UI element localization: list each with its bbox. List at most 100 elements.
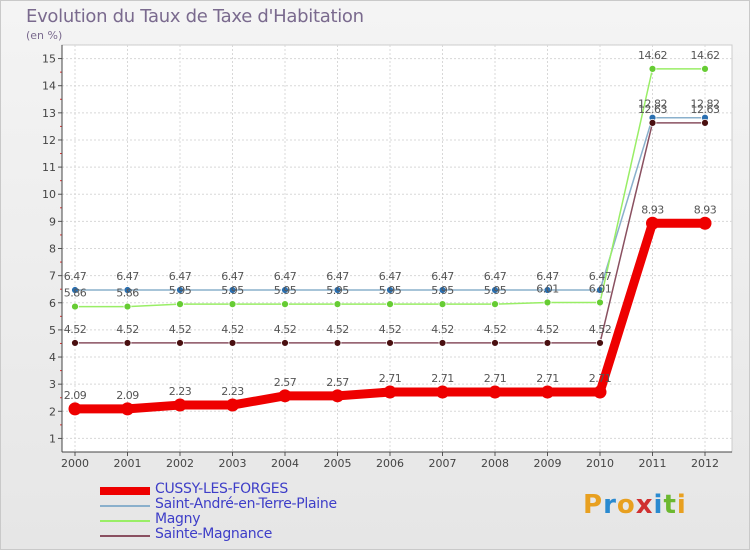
- data-label: 4.52: [484, 323, 507, 336]
- data-label: 6.47: [64, 270, 87, 283]
- data-point: [71, 286, 79, 294]
- data-label: 4.52: [379, 323, 402, 336]
- data-point: [68, 402, 82, 416]
- data-label: 5.95: [379, 284, 402, 297]
- y-tick-label: 8: [49, 243, 56, 256]
- x-tick-label: 2012: [691, 457, 719, 470]
- data-label: 4.52: [326, 323, 349, 336]
- data-label: 14.62: [691, 49, 720, 62]
- data-label: 6.47: [379, 270, 402, 283]
- data-point: [176, 286, 184, 294]
- y-tick-label: 1: [49, 432, 56, 445]
- x-tick-label: 2011: [639, 457, 667, 470]
- data-point: [281, 286, 289, 294]
- logo-letter: i: [653, 490, 664, 520]
- data-point: [543, 298, 552, 307]
- data-label: 4.52: [536, 323, 559, 336]
- data-label: 2.23: [221, 385, 244, 398]
- y-axis-unit-label: (en %): [26, 29, 63, 42]
- data-point: [176, 339, 184, 347]
- logo-letter: x: [635, 490, 654, 520]
- data-point: [438, 300, 447, 309]
- data-point: [386, 300, 394, 309]
- data-point: [543, 286, 552, 294]
- data-label: 6.47: [484, 270, 507, 283]
- y-tick-label: 10: [42, 188, 56, 201]
- x-tick-label: 2010: [586, 457, 614, 470]
- logo-letter: t: [663, 490, 677, 520]
- data-point: [228, 300, 237, 309]
- data-label: 6.47: [431, 270, 454, 283]
- data-label: 2.57: [274, 376, 297, 389]
- data-point: [278, 389, 292, 403]
- data-label: 4.52: [169, 323, 192, 336]
- data-label: 4.52: [64, 323, 87, 336]
- data-point: [386, 286, 394, 294]
- data-point: [701, 118, 709, 127]
- y-tick-label: 7: [49, 270, 56, 283]
- y-tick-label: 11: [42, 161, 56, 174]
- data-point: [596, 298, 604, 307]
- data-label: 6.47: [589, 270, 612, 283]
- data-point: [491, 339, 499, 347]
- data-label: 6.47: [274, 270, 297, 283]
- x-tick-label: 2006: [376, 457, 404, 470]
- data-point: [438, 339, 447, 347]
- data-label: 5.95: [169, 284, 192, 297]
- data-point: [593, 385, 607, 399]
- data-label: 5.95: [431, 284, 454, 297]
- data-label: 6.47: [221, 270, 244, 283]
- data-label: 6.47: [326, 270, 349, 283]
- data-point: [173, 398, 187, 412]
- data-label: 2.71: [536, 372, 559, 385]
- data-point: [121, 402, 134, 416]
- legend-label: Magny: [155, 511, 201, 527]
- data-label: 2.71: [484, 372, 507, 385]
- data-point: [648, 64, 657, 73]
- data-label: 2.71: [379, 372, 402, 385]
- y-tick-label: 9: [49, 215, 56, 228]
- data-point: [491, 286, 499, 294]
- data-label: 12.82: [638, 98, 667, 111]
- data-point: [71, 302, 79, 311]
- y-tick-label: 12: [42, 134, 56, 147]
- data-label: 2.09: [116, 389, 139, 402]
- data-point: [698, 216, 712, 230]
- data-point: [123, 286, 132, 294]
- data-label: 5.86: [116, 287, 139, 300]
- x-tick-label: 2000: [61, 457, 89, 470]
- y-tick-label: 15: [42, 53, 56, 66]
- data-point: [333, 286, 342, 294]
- legend-label: Saint-André-en-Terre-Plaine: [155, 496, 337, 512]
- legend-label: Sainte-Magnance: [155, 526, 273, 542]
- data-label: 6.47: [536, 270, 559, 283]
- data-label: 4.52: [431, 323, 454, 336]
- data-label: 8.93: [694, 203, 717, 216]
- data-point: [491, 300, 499, 309]
- x-tick-label: 2005: [324, 457, 352, 470]
- data-label: 2.23: [169, 385, 192, 398]
- data-label: 6.01: [589, 282, 612, 295]
- data-point: [436, 385, 449, 399]
- logo-letter: P: [583, 490, 604, 520]
- legend-label: CUSSY-LES-FORGES: [155, 481, 288, 497]
- data-point: [123, 339, 132, 347]
- data-point: [228, 286, 237, 294]
- data-point: [488, 385, 502, 399]
- y-tick-label: 3: [49, 378, 56, 391]
- data-point: [386, 339, 394, 347]
- y-tick-label: 5: [49, 324, 56, 337]
- data-point: [226, 398, 239, 412]
- data-label: 4.52: [589, 323, 612, 336]
- data-point: [281, 300, 289, 309]
- data-point: [228, 339, 237, 347]
- data-point: [541, 385, 554, 399]
- data-label: 5.95: [221, 284, 244, 297]
- x-tick-label: 2004: [271, 457, 299, 470]
- x-tick-label: 2009: [534, 457, 562, 470]
- data-label: 2.57: [326, 376, 349, 389]
- data-label: 14.62: [638, 49, 667, 62]
- data-label: 5.95: [484, 284, 507, 297]
- y-tick-label: 4: [49, 351, 56, 364]
- x-tick-label: 2008: [481, 457, 509, 470]
